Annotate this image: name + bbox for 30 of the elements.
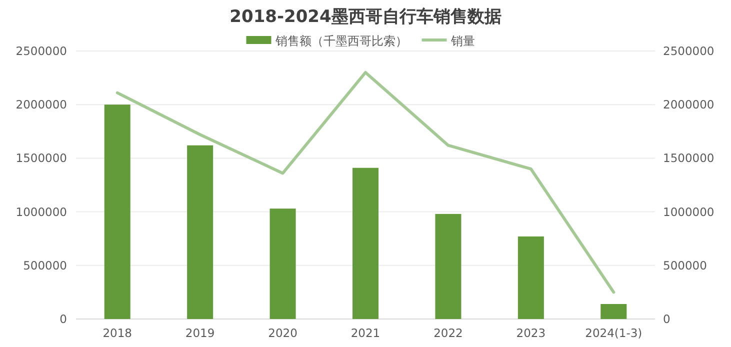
- y-tick-label: 0: [60, 312, 67, 326]
- bar: [600, 304, 627, 319]
- line-series: [116, 70, 616, 294]
- y2-tick-label: 2500000: [663, 44, 714, 58]
- x-tick-label: 2023: [516, 326, 546, 340]
- x-tick-label: 2020: [268, 326, 298, 340]
- x-tick-label: 2018: [102, 326, 132, 340]
- y-tick-label: 1000000: [16, 204, 67, 219]
- bar: [104, 104, 130, 319]
- bar: [187, 145, 214, 319]
- legend-label: 销售额（千墨西哥比索）: [274, 34, 408, 48]
- y2-tick-label: 500000: [663, 258, 707, 272]
- legend-label: 销量: [450, 34, 475, 48]
- x-tick-label: 2024(1-3): [585, 326, 642, 340]
- bar: [435, 214, 462, 319]
- x-tick-label: 2022: [434, 326, 463, 340]
- y2-tick-label: 0: [663, 312, 670, 326]
- chart-title: 2018-2024墨西哥自行车销售数据: [230, 7, 502, 27]
- bar: [270, 208, 296, 319]
- y2-tick-label: 1000000: [663, 204, 714, 219]
- y-tick-label: 2000000: [16, 98, 67, 112]
- y2-tick-label: 1500000: [663, 151, 714, 166]
- y-tick-label: 500000: [23, 258, 67, 272]
- bar: [352, 168, 378, 319]
- x-tick-label: 2021: [350, 326, 380, 340]
- y-tick-label: 1500000: [16, 151, 67, 166]
- y2-tick-label: 2000000: [663, 98, 714, 112]
- bar: [518, 236, 544, 319]
- y-tick-label: 2500000: [16, 44, 67, 58]
- x-tick-label: 2019: [185, 326, 215, 340]
